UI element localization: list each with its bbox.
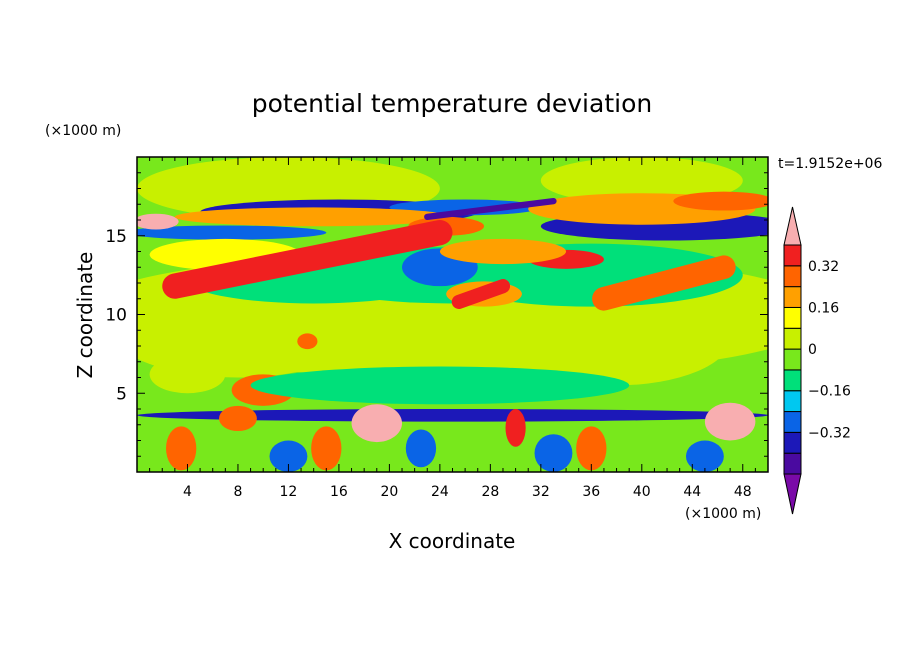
contour-field (137, 157, 768, 472)
x-tick-label: 16 (330, 484, 348, 500)
contour-region-30 (704, 402, 756, 441)
contour-region-13 (137, 213, 179, 230)
colorbar-box (783, 327, 802, 350)
x-axis-label: X coordinate (389, 529, 516, 553)
colorbar-tick-label: 0.16 (808, 300, 839, 316)
contour-region-11 (389, 199, 541, 216)
y-tick-label: 15 (105, 227, 127, 247)
colorbar: 0.32 0.16 0 −0.16 −0.32 (783, 206, 851, 515)
x-tick-label: 32 (532, 484, 550, 500)
colorbar-bottom-triangle (783, 473, 802, 515)
colorbar-box (783, 369, 802, 392)
contour-region-4 (540, 157, 743, 205)
contour-band-3 (592, 255, 736, 311)
contour-region-37 (534, 434, 573, 472)
contour-region-29 (505, 409, 526, 447)
contour-region-17 (673, 191, 768, 211)
contour-band-1 (162, 220, 453, 299)
contour-region-33 (311, 426, 342, 471)
contour-region-31 (219, 405, 257, 432)
chart-title: potential temperature deviation (252, 89, 652, 118)
x-tick-label: 8 (233, 484, 242, 500)
y-tick-label: 10 (105, 306, 127, 326)
x-tick-label: 40 (633, 484, 651, 500)
colorbar-tick-label: −0.16 (808, 384, 851, 400)
y-tick-label: 5 (116, 384, 127, 404)
contour-region-32 (166, 426, 197, 471)
colorbar-box (783, 411, 802, 433)
colorbar-tick-label: 0.32 (808, 259, 839, 275)
y-axis-label: Z coordinate (73, 252, 97, 379)
contour-band-4 (451, 279, 511, 309)
contour-region-27 (137, 409, 768, 422)
x-axis-ticks: 4 8 12 16 20 24 28 32 36 40 44 48 (149, 157, 756, 500)
colorbar-top-triangle (783, 206, 802, 246)
contour-region-38 (685, 440, 724, 472)
y-unit-label: (×1000 m) (45, 123, 121, 139)
contour-region-26 (250, 366, 630, 405)
contour-region-2 (502, 290, 731, 386)
colorbar-box (783, 431, 802, 454)
colorbar-box (783, 452, 802, 475)
contour-region-14 (174, 207, 453, 227)
contour-region-1 (137, 283, 365, 378)
time-label: t=1.9152e+06 (778, 156, 882, 172)
contour-region-20 (439, 238, 567, 265)
colorbar-box (783, 306, 802, 329)
x-tick-label: 4 (183, 484, 192, 500)
colorbar-tick-label: 0 (808, 342, 817, 358)
x-tick-label: 12 (280, 484, 298, 500)
colorbar-box (783, 286, 802, 308)
contour-region-36 (405, 429, 437, 468)
y-axis-ticks: 5 10 15 (105, 172, 768, 457)
contour-region-28 (351, 404, 403, 443)
x-tick-label: 28 (481, 484, 499, 500)
x-tick-label: 24 (431, 484, 449, 500)
contour-region-12 (137, 225, 327, 240)
colorbar-box (783, 390, 802, 413)
colorbar-box (783, 244, 802, 267)
feature-layer (137, 157, 768, 472)
contour-region-35 (269, 440, 308, 472)
x-tick-label: 44 (683, 484, 701, 500)
x-tick-label: 20 (380, 484, 398, 500)
colorbar-box (783, 265, 802, 288)
contour-region-23 (149, 355, 226, 394)
contour-region-25 (297, 333, 318, 350)
contour-band-5 (424, 197, 557, 221)
x-unit-label: (×1000 m) (685, 506, 761, 522)
x-tick-label: 48 (734, 484, 752, 500)
x-tick-label: 36 (582, 484, 600, 500)
colorbar-tick-label: −0.32 (808, 425, 851, 441)
contour-region-34 (576, 426, 607, 471)
colorbar-box (783, 348, 802, 371)
